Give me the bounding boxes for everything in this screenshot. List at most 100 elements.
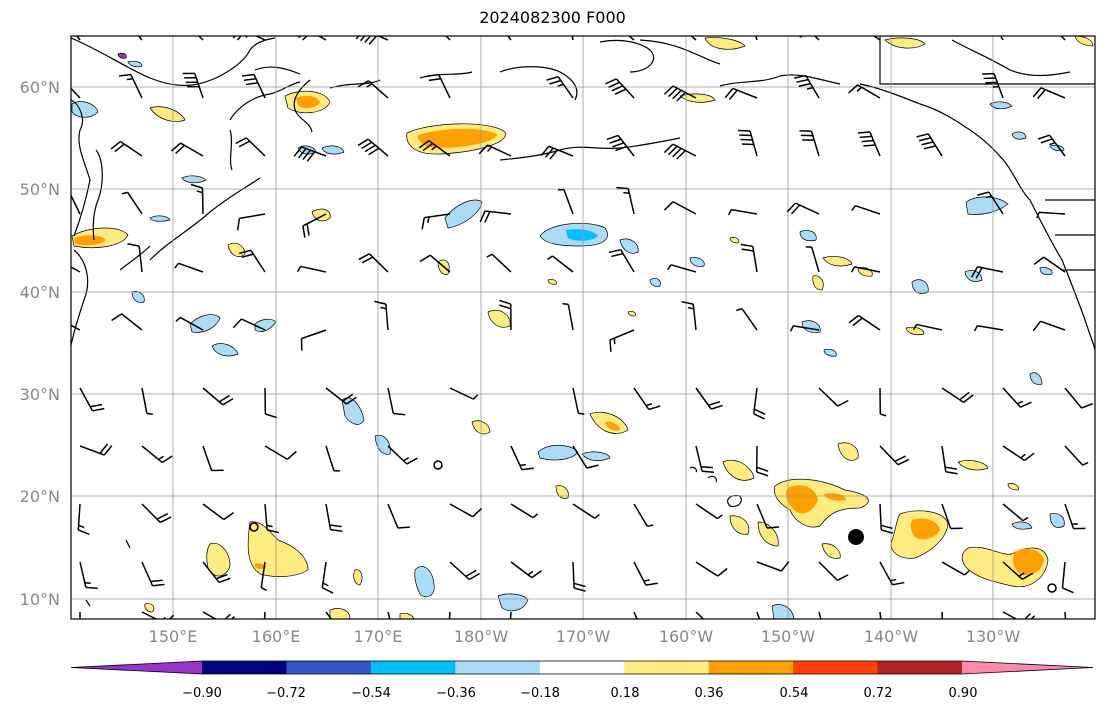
longitude-labels: 150°E 160°E 170°E 180°W 170°W 160°W 150°… xyxy=(149,627,1021,646)
wind-barb xyxy=(449,561,481,581)
wind-barb xyxy=(1061,561,1074,594)
wind-barb xyxy=(449,387,479,400)
wind-barb xyxy=(141,387,153,416)
wind-barb xyxy=(387,387,406,416)
wind-barbs xyxy=(71,36,1094,619)
wind-barb xyxy=(879,611,882,619)
wind-barb xyxy=(1002,561,1034,580)
wind-barb xyxy=(941,503,963,530)
wind-barb xyxy=(293,146,327,162)
wind-barb xyxy=(879,445,910,466)
wind-barb xyxy=(879,387,887,417)
wind-barb xyxy=(325,611,333,619)
wind-barb xyxy=(737,129,758,157)
wind-barb xyxy=(818,387,849,407)
latitude-labels: 10°N 20°N 30°N 40°N 50°N 60°N xyxy=(20,78,60,609)
wind-barb xyxy=(606,134,635,157)
lat-label: 60°N xyxy=(20,78,60,97)
map-frame xyxy=(70,35,1096,620)
wind-barb xyxy=(912,323,943,331)
wind-barb xyxy=(374,300,389,331)
wind-barb xyxy=(663,201,697,215)
wind-barb xyxy=(300,329,327,351)
wind-barb xyxy=(357,80,389,99)
wind-barb xyxy=(941,611,944,619)
wind-barb xyxy=(263,611,266,619)
wind-barb xyxy=(1032,87,1066,100)
wind-barb xyxy=(818,611,822,619)
lat-label: 50°N xyxy=(20,180,60,199)
wind-barb xyxy=(727,208,758,216)
wind-barb xyxy=(572,387,585,415)
wind-barb xyxy=(755,445,769,477)
colorbar-tick-label: −0.18 xyxy=(520,686,560,701)
wind-barb xyxy=(79,561,98,590)
wind-barb xyxy=(241,73,266,99)
wind-barb xyxy=(418,140,451,157)
wind-barb xyxy=(358,253,389,273)
wind-barb xyxy=(1064,445,1089,466)
wind-barb xyxy=(325,503,343,533)
colorbar-segment xyxy=(286,661,372,674)
wind-barb xyxy=(941,561,970,576)
wind-barb xyxy=(510,561,543,579)
wind-barb xyxy=(1002,387,1032,408)
wind-barb xyxy=(202,503,235,521)
wind-barb xyxy=(197,36,204,41)
wind-barb xyxy=(736,308,758,331)
wind-barb xyxy=(235,137,266,157)
wind-barb xyxy=(977,191,1004,215)
colorbar-extend-max xyxy=(962,661,1093,674)
lat-label: 40°N xyxy=(20,283,60,302)
colorbar-segment xyxy=(455,661,541,674)
wind-barb xyxy=(756,611,761,619)
wind-barb xyxy=(853,36,881,41)
wind-barb xyxy=(941,387,974,404)
wind-barb xyxy=(486,253,512,273)
wind-barb xyxy=(663,143,697,160)
wind-barb xyxy=(232,318,266,331)
lat-label: 20°N xyxy=(20,487,60,506)
wind-barb xyxy=(1033,256,1066,273)
wind-barb xyxy=(724,87,758,100)
colorbar-segment xyxy=(708,661,794,674)
wind-barb xyxy=(190,183,204,215)
wind-barb xyxy=(137,36,143,41)
lon-label: 150°W xyxy=(761,627,816,646)
wind-barb xyxy=(756,561,790,572)
wind-barb xyxy=(848,314,881,331)
wind-barb xyxy=(1032,320,1066,332)
storm-marker xyxy=(848,529,864,545)
wind-barb xyxy=(357,138,389,157)
wind-barb xyxy=(1060,36,1066,41)
graticule xyxy=(71,36,1095,619)
negative-field-shading xyxy=(71,52,1065,619)
wind-barb xyxy=(479,210,512,223)
wind-barb xyxy=(202,611,236,619)
wind-barb xyxy=(572,503,600,519)
wind-barb xyxy=(296,265,327,273)
lon-label: 140°W xyxy=(864,627,919,646)
wind-barb xyxy=(510,445,534,471)
lat-label: 10°N xyxy=(20,590,60,609)
wind-barb xyxy=(118,73,143,99)
wind-barb xyxy=(182,72,204,99)
colorbar-segment xyxy=(793,661,879,674)
wind-barb xyxy=(786,202,820,215)
wind-barb xyxy=(202,445,224,472)
wind-barb xyxy=(419,254,451,273)
colorbar-tick-label: −0.54 xyxy=(351,686,391,701)
wind-barb xyxy=(695,387,723,410)
wind-barb xyxy=(445,36,451,41)
wind-barb xyxy=(879,561,905,586)
coastlines xyxy=(71,36,1095,607)
colorbar-tick-label: −0.90 xyxy=(182,686,222,701)
colorbar-segment xyxy=(877,661,963,674)
wind-barb xyxy=(141,445,173,464)
wind-barb xyxy=(264,503,280,534)
wind-barb xyxy=(448,611,451,619)
wind-barb xyxy=(628,36,635,41)
colorbar-segment xyxy=(624,661,710,674)
colorbar xyxy=(70,660,1094,675)
wind-barb xyxy=(79,611,81,619)
